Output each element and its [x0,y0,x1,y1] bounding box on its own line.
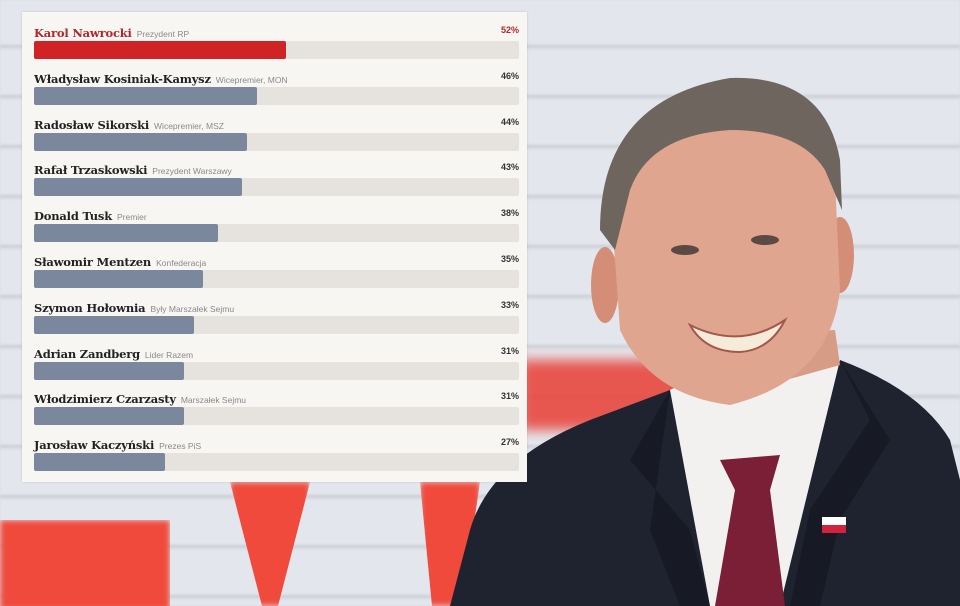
bar-track [34,87,519,105]
bar-fill [34,87,257,105]
poll-row: Sławomir Mentzen Konfederacja 35% [34,253,519,299]
politician-name: Szymon Hołownia [34,301,146,315]
politician-name: Karol Nawrocki [34,26,132,40]
row-header: Włodzimierz Czarzasty Marszałek Sejmu 31% [34,390,519,410]
row-header: Radosław Sikorski Wicepremier, MSZ 44% [34,116,519,136]
bar-track [34,453,519,471]
politician-role: Prezydent Warszawy [152,166,232,176]
poll-row: Karol Nawrocki Prezydent RP 52% [34,24,519,70]
politician-role: Marszałek Sejmu [180,395,247,405]
politician-name: Sławomir Mentzen [34,255,152,269]
percentage-value: 33% [500,300,519,310]
bar-fill [34,178,242,196]
row-header: Szymon Hołownia Były Marszałek Sejmu 33% [34,299,519,319]
bar-track [34,41,519,59]
politician-name: Włodzimierz Czarzasty [34,392,176,406]
bar-fill [34,362,184,380]
row-header: Władysław Kosiniak-Kamysz Wicepremier, MO… [34,70,519,90]
politician-name: Radosław Sikorski [34,118,150,132]
poll-row: Jarosław Kaczyński Prezes PiS 27% [34,436,519,482]
bar-track [34,178,519,196]
percentage-value: 46% [500,71,519,81]
row-header: Donald Tusk Premier 38% [34,207,519,227]
poll-row: Donald Tusk Premier 38% [34,207,519,253]
politician-name: Władysław Kosiniak-Kamysz [34,72,211,86]
poll-row: Radosław Sikorski Wicepremier, MSZ 44% [34,116,519,162]
row-header: Rafał Trzaskowski Prezydent Warszawy 43% [34,161,519,181]
poll-row: Adrian Zandberg Lider Razem 31% [34,345,519,391]
poll-row: Władysław Kosiniak-Kamysz Wicepremier, MO… [34,70,519,116]
poll-row: Szymon Hołownia Były Marszałek Sejmu 33% [34,299,519,345]
percentage-value: 44% [500,117,519,127]
percentage-value: 52% [500,25,519,35]
poll-row: Rafał Trzaskowski Prezydent Warszawy 43% [34,161,519,207]
row-header: Sławomir Mentzen Konfederacja 35% [34,253,519,273]
row-header: Jarosław Kaczyński Prezes PiS 27% [34,436,519,456]
poll-results-panel: Karol Nawrocki Prezydent RP 52% Władysław K… [22,12,527,482]
bar-fill [34,270,203,288]
politician-name: Jarosław Kaczyński [34,438,155,452]
politician-name: Donald Tusk [34,209,112,223]
percentage-value: 31% [500,346,519,356]
politician-role: Premier [116,212,147,222]
percentage-value: 43% [500,162,519,172]
politician-role: Konfederacja [156,258,207,268]
percentage-value: 35% [500,254,519,264]
percentage-value: 31% [500,391,519,401]
politician-name: Adrian Zandberg [34,347,140,361]
bar-track [34,133,519,151]
bar-track [34,362,519,380]
red-letter-shape [0,520,170,606]
row-header: Adrian Zandberg Lider Razem 31% [34,345,519,365]
bar-fill [34,224,218,242]
bar-fill [34,316,194,334]
bar-track [34,224,519,242]
poll-row: Włodzimierz Czarzasty Marszałek Sejmu 31% [34,390,519,436]
percentage-value: 27% [500,437,519,447]
row-header: Karol Nawrocki Prezydent RP 52% [34,24,519,44]
bar-fill [34,41,286,59]
politician-role: Wicepremier, MSZ [154,121,224,131]
bar-fill [34,453,165,471]
bar-track [34,270,519,288]
politician-name: Rafał Trzaskowski [34,163,148,177]
percentage-value: 38% [500,208,519,218]
bar-fill [34,407,184,425]
bar-fill [34,133,247,151]
bar-track [34,316,519,334]
politician-role: Wicepremier, MON [215,75,288,85]
politician-role: Prezes PiS [159,441,202,451]
person-photo [450,77,960,606]
bar-track [34,407,519,425]
politician-role: Prezydent RP [136,29,190,39]
politician-role: Lider Razem [144,350,194,360]
politician-role: Były Marszałek Sejmu [150,304,235,314]
